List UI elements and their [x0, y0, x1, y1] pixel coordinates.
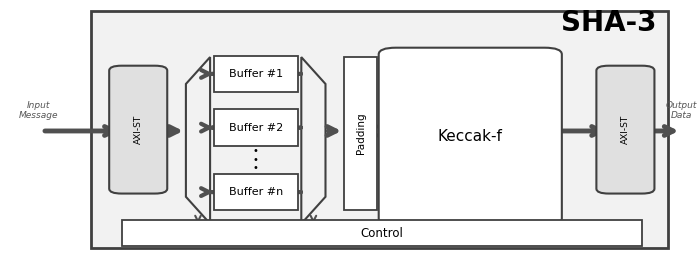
FancyBboxPatch shape — [344, 57, 377, 210]
FancyBboxPatch shape — [596, 66, 654, 194]
FancyBboxPatch shape — [379, 48, 562, 225]
Text: Buffer #n: Buffer #n — [229, 187, 283, 197]
Polygon shape — [186, 57, 210, 224]
FancyBboxPatch shape — [214, 109, 298, 146]
FancyBboxPatch shape — [122, 220, 642, 247]
Text: SHA-3: SHA-3 — [561, 9, 657, 37]
Text: Output
Data: Output Data — [666, 101, 697, 120]
Text: Buffer #2: Buffer #2 — [229, 123, 283, 133]
Text: Buffer #1: Buffer #1 — [229, 69, 283, 79]
FancyBboxPatch shape — [90, 11, 668, 248]
Text: Keccak-f: Keccak-f — [438, 129, 503, 144]
FancyBboxPatch shape — [214, 174, 298, 210]
Polygon shape — [301, 57, 326, 224]
Text: AXI-ST: AXI-ST — [134, 115, 143, 144]
Text: •
•
•: • • • — [253, 146, 258, 173]
Text: Input
Message: Input Message — [19, 101, 59, 120]
Text: Padding: Padding — [356, 113, 365, 154]
FancyBboxPatch shape — [214, 56, 298, 92]
Text: AXI-ST: AXI-ST — [621, 115, 630, 144]
FancyBboxPatch shape — [109, 66, 167, 194]
Text: Control: Control — [360, 227, 403, 239]
